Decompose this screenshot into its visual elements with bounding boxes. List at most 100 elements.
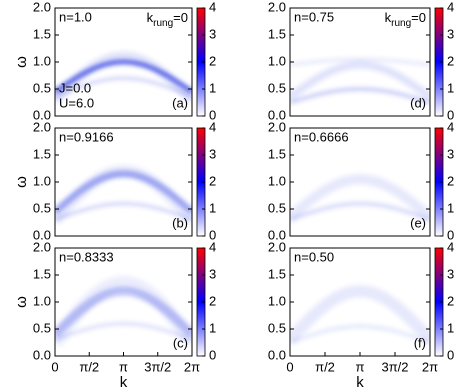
colorbar-tick-label: 3	[209, 26, 216, 41]
y-tick-label: 0.5	[33, 200, 51, 215]
colorbar-tick-label: 1	[447, 80, 454, 95]
panel: 0.0 0.5 1.0 1.5 2.0 ω 0 1 2 3 4 n=0.9166 (b)	[13, 119, 216, 242]
y-tick-label: 2.0	[268, 119, 286, 134]
spectral-weight	[55, 51, 192, 104]
panel: 0.0 0.5 1.0 1.5 2.0 0 π/2 π 3π/2 2π k 0 1 2 3 4 n=0.50 (f…	[268, 239, 454, 391]
colorbar-tick-label: 0	[209, 227, 216, 242]
y-tick-label: 1.0	[33, 173, 51, 188]
colorbar-tick-label: 0	[447, 347, 454, 362]
spectral-band	[290, 324, 430, 344]
y-tick-label: 2.0	[268, 239, 286, 254]
colorbar-tick-label: 2	[209, 53, 216, 68]
y-tick-label: 1.5	[268, 266, 286, 281]
y-axis-label: ω	[13, 176, 30, 188]
colorbar-tick-label: 4	[209, 0, 216, 14]
colorbar-tick-label: 2	[447, 53, 454, 68]
k-rung-part: rung	[153, 18, 173, 29]
colorbar-tick-label: 1	[209, 320, 216, 335]
panel: 0.0 0.5 1.0 1.5 2.0 0 π/2 π 3π/2 2π ω k 0 1 2 3 4 n=0.833…	[13, 239, 216, 391]
density-label: n=0.50	[294, 249, 334, 264]
parameter-label: J=0.0	[59, 80, 91, 95]
panel: 0.0 0.5 1.0 1.5 2.0 0 1 2 3 4 n=0.75 (d) krung=0	[268, 0, 454, 122]
x-axis-label: k	[120, 374, 128, 391]
colorbar-tick-label: 1	[447, 200, 454, 215]
y-tick-label: 1.5	[268, 146, 286, 161]
panel-label: (b)	[172, 215, 188, 230]
spectral-weight	[55, 165, 192, 224]
y-tick-label: 1.0	[33, 293, 51, 308]
density-label: n=0.6666	[294, 129, 349, 144]
y-tick-label: 1.0	[268, 293, 286, 308]
y-tick-label: 0.5	[33, 80, 51, 95]
spectral-weight	[290, 285, 430, 344]
y-tick-label: 1.0	[268, 173, 286, 188]
panel-label: (c)	[173, 335, 188, 350]
y-tick-label: 2.0	[33, 239, 51, 254]
density-label: n=0.9166	[59, 129, 114, 144]
x-tick-label: 3π/2	[381, 359, 408, 374]
spectral-band	[55, 76, 192, 99]
colorbar-tick-label: 1	[209, 80, 216, 95]
parameter-label: U=6.0	[59, 95, 94, 110]
colorbar-tick-label: 0	[447, 227, 454, 242]
k-rung-part: =0	[173, 10, 188, 25]
k-rung-part: rung	[391, 18, 411, 29]
spectral-weight	[290, 58, 430, 105]
spectral-weight	[290, 174, 430, 222]
colorbar-tick-label: 3	[447, 26, 454, 41]
colorbar-tick-label: 2	[447, 173, 454, 188]
k-rung-part: =0	[411, 10, 426, 25]
colorbar-tick-label: 0	[209, 107, 216, 122]
panel-label: (a)	[172, 95, 188, 110]
y-tick-label: 0.0	[33, 107, 51, 122]
spectral-band	[290, 87, 430, 105]
colorbar-tick-label: 4	[447, 0, 454, 14]
spectral-band	[55, 165, 192, 224]
k-rung-label: krung=0	[385, 10, 426, 28]
colorbar-tick-label: 3	[447, 146, 454, 161]
x-tick-label: π	[356, 359, 365, 374]
x-tick-label: 0	[286, 359, 293, 374]
density-label: n=0.8333	[59, 249, 114, 264]
spectral-band	[55, 51, 192, 104]
k-rung-label: krung=0	[147, 10, 188, 28]
colorbar-tick-label: 4	[447, 119, 454, 134]
y-tick-label: 0.5	[268, 200, 286, 215]
density-label: n=1.0	[59, 9, 92, 24]
y-axis-label: ω	[13, 296, 30, 308]
colorbar-tick-label: 1	[209, 200, 216, 215]
panel-label: (d)	[410, 95, 426, 110]
colorbar-tick-label: 3	[447, 266, 454, 281]
y-tick-label: 0.5	[268, 80, 286, 95]
x-tick-label: π	[119, 359, 128, 374]
colorbar-tick-label: 0	[209, 347, 216, 362]
colorbar-tick-label: 4	[209, 119, 216, 134]
spectral-band	[55, 322, 192, 342]
colorbar-tick-label: 4	[209, 239, 216, 254]
x-tick-label: 0	[51, 359, 58, 374]
x-tick-label: 2π	[422, 359, 438, 374]
colorbar-tick-label: 4	[447, 239, 454, 254]
colorbar-tick-label: 3	[209, 146, 216, 161]
y-tick-label: 1.0	[268, 53, 286, 68]
x-tick-label: 3π/2	[144, 359, 171, 374]
y-tick-label: 0.0	[268, 227, 286, 242]
y-tick-label: 0.0	[268, 107, 286, 122]
k-rung-part: k	[385, 10, 392, 25]
x-tick-label: π/2	[79, 359, 99, 374]
colorbar-tick-label: 2	[447, 293, 454, 308]
y-tick-label: 2.0	[33, 119, 51, 134]
panel-label: (e)	[410, 215, 426, 230]
spectral-band	[290, 60, 430, 101]
spectral-weight	[55, 276, 192, 347]
y-tick-label: 0.0	[268, 347, 286, 362]
k-rung-part: k	[147, 10, 154, 25]
spectral-band	[290, 174, 430, 221]
x-tick-label: 2π	[184, 359, 200, 374]
y-tick-label: 0.5	[33, 320, 51, 335]
colorbar-tick-label: 0	[447, 107, 454, 122]
y-tick-label: 2.0	[268, 0, 286, 14]
spectral-band	[55, 202, 192, 222]
y-tick-label: 2.0	[33, 0, 51, 14]
